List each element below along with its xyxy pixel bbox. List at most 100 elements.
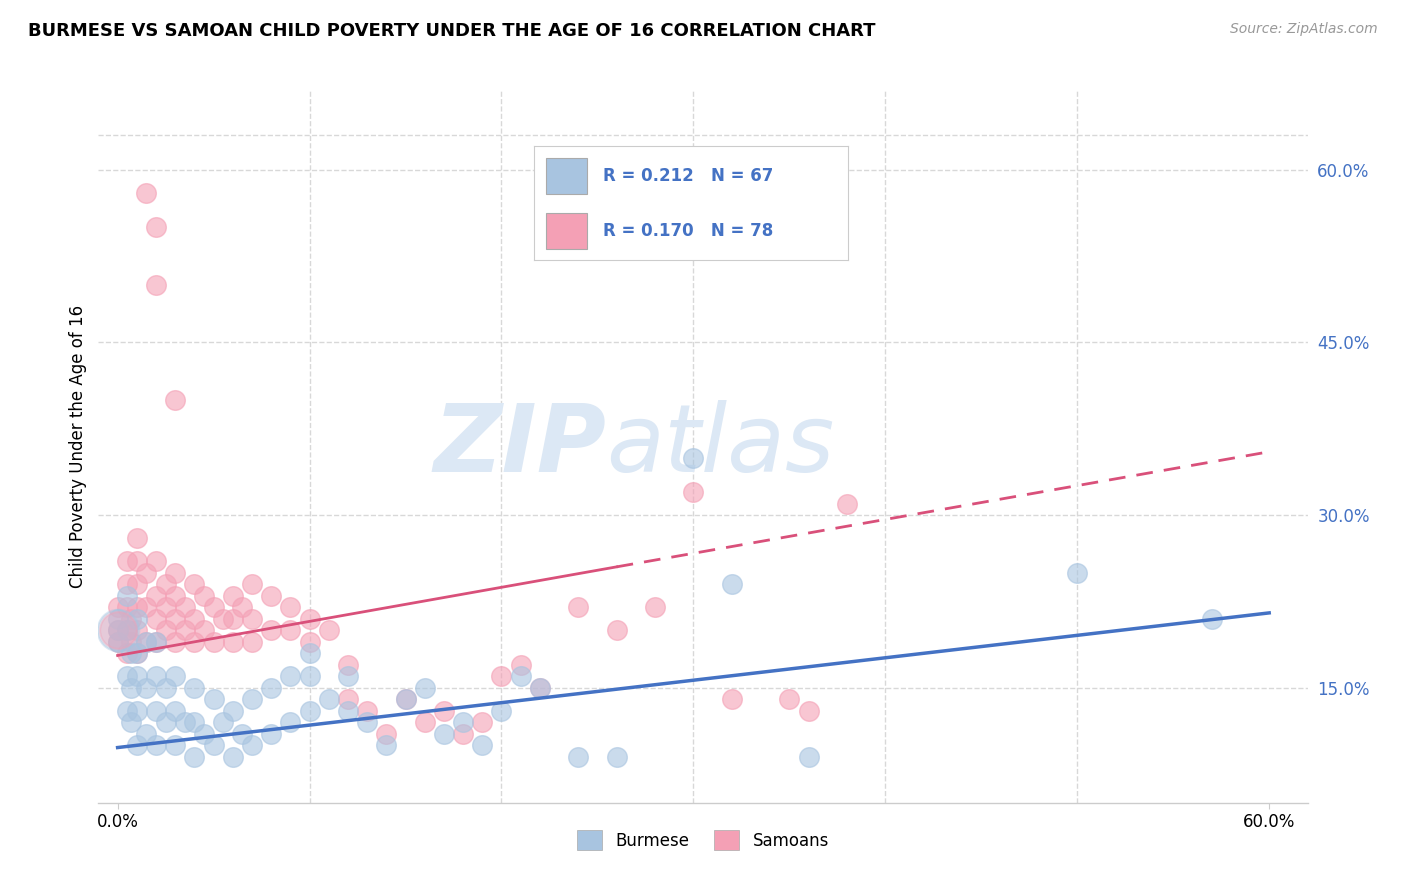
Point [107, 600, 129, 615]
Point [682, 485, 704, 500]
Point [165, 612, 187, 626]
Point [145, 554, 167, 568]
Point [193, 623, 215, 637]
Point [115, 623, 138, 637]
Point [135, 634, 157, 648]
Point [125, 531, 148, 545]
Point [107, 623, 129, 637]
Point [107, 623, 129, 637]
Point [107, 623, 129, 637]
Point [567, 749, 589, 764]
Point [155, 681, 177, 695]
Point [193, 589, 215, 603]
Point [1201, 612, 1223, 626]
Point [318, 623, 340, 637]
Point [145, 612, 167, 626]
Point [222, 612, 245, 626]
Point [280, 669, 302, 683]
Point [183, 577, 205, 591]
Point [165, 589, 187, 603]
Text: ZIP: ZIP [433, 400, 606, 492]
Point [240, 634, 263, 648]
Point [1066, 566, 1088, 580]
Point [298, 612, 321, 626]
Point [115, 577, 138, 591]
Point [115, 623, 138, 637]
Y-axis label: Child Poverty Under the Age of 16: Child Poverty Under the Age of 16 [69, 304, 87, 588]
Point [115, 646, 138, 660]
Point [356, 704, 378, 718]
Point [240, 692, 263, 706]
Point [183, 612, 205, 626]
Point [413, 681, 436, 695]
Point [107, 612, 129, 626]
Point [298, 634, 321, 648]
Point [115, 600, 138, 615]
Point [529, 681, 551, 695]
Point [433, 704, 456, 718]
Point [835, 497, 858, 511]
Point [231, 600, 253, 615]
Point [394, 692, 416, 706]
Point [682, 450, 704, 465]
Point [125, 577, 148, 591]
Point [298, 646, 321, 660]
Point [155, 577, 177, 591]
Point [298, 704, 321, 718]
Point [125, 646, 148, 660]
Point [529, 681, 551, 695]
Text: atlas: atlas [606, 401, 835, 491]
Point [173, 715, 195, 730]
Point [280, 715, 302, 730]
Point [135, 634, 157, 648]
Point [606, 749, 628, 764]
Point [222, 589, 245, 603]
Point [125, 554, 148, 568]
Point [125, 704, 148, 718]
Point [135, 681, 157, 695]
Point [606, 623, 628, 637]
Point [336, 669, 359, 683]
Point [318, 692, 340, 706]
Text: BURMESE VS SAMOAN CHILD POVERTY UNDER THE AGE OF 16 CORRELATION CHART: BURMESE VS SAMOAN CHILD POVERTY UNDER TH… [28, 22, 876, 40]
Point [202, 634, 225, 648]
Point [165, 738, 187, 752]
Point [356, 715, 378, 730]
Point [120, 646, 142, 660]
Point [202, 738, 225, 752]
Point [155, 715, 177, 730]
Point [173, 600, 195, 615]
Point [107, 634, 129, 648]
Point [644, 600, 666, 615]
Point [155, 623, 177, 637]
Point [491, 704, 513, 718]
Point [173, 623, 195, 637]
Point [797, 704, 820, 718]
Point [240, 612, 263, 626]
Point [120, 634, 142, 648]
Point [145, 634, 167, 648]
Point [240, 738, 263, 752]
Point [165, 669, 187, 683]
Point [145, 704, 167, 718]
Point [336, 657, 359, 672]
Point [509, 657, 531, 672]
Point [240, 577, 263, 591]
Point [145, 634, 167, 648]
Point [120, 612, 142, 626]
Point [183, 681, 205, 695]
Point [451, 715, 474, 730]
Point [145, 669, 167, 683]
Point [298, 669, 321, 683]
Point [125, 738, 148, 752]
Point [165, 704, 187, 718]
Point [720, 692, 742, 706]
Point [778, 692, 800, 706]
Point [155, 600, 177, 615]
Point [107, 634, 129, 648]
Point [115, 589, 138, 603]
Point [212, 715, 235, 730]
Point [145, 589, 167, 603]
Point [107, 623, 129, 637]
Point [202, 600, 225, 615]
